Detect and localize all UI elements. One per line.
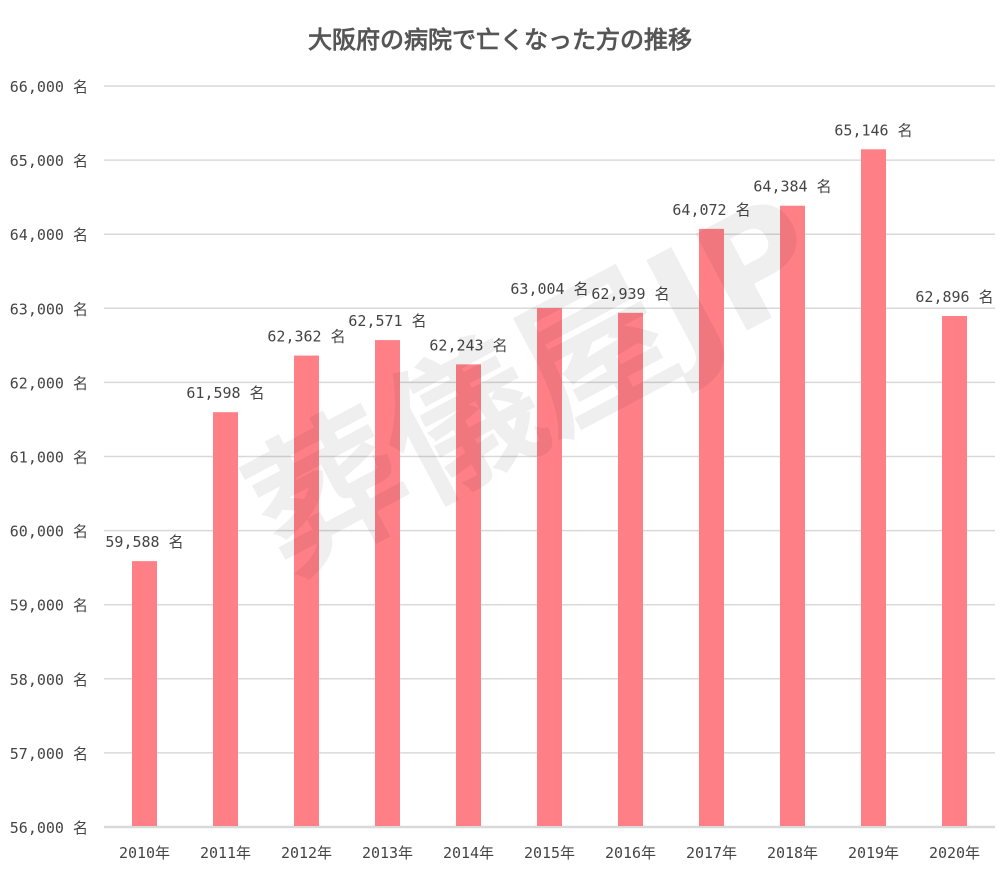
y-tick-label: 62,000 名: [10, 374, 88, 392]
y-tick-label: 61,000 名: [10, 449, 88, 467]
data-label: 62,571 名: [348, 312, 426, 330]
y-tick-label: 57,000 名: [10, 745, 88, 763]
y-tick-label: 66,000 名: [10, 78, 88, 96]
y-tick-label: 60,000 名: [10, 523, 88, 541]
bar: [618, 312, 643, 827]
bar: [213, 412, 238, 826]
data-label: 61,598 名: [186, 384, 264, 402]
data-label: 62,362 名: [267, 328, 345, 346]
y-tick-label: 58,000 名: [10, 671, 88, 689]
x-tick-label: 2019年: [848, 844, 899, 862]
bar: [132, 561, 157, 826]
x-tick-label: 2011年: [200, 844, 251, 862]
data-label: 59,588 名: [105, 533, 183, 551]
data-label: 65,146 名: [834, 121, 912, 139]
x-tick-label: 2015年: [524, 844, 575, 862]
bar: [375, 340, 400, 826]
x-tick-label: 2018年: [767, 844, 818, 862]
y-tick-label: 65,000 名: [10, 152, 88, 170]
bar: [942, 316, 967, 826]
bar: [699, 228, 724, 826]
chart-title: 大阪府の病院で亡くなった方の推移: [308, 26, 692, 54]
data-label: 62,939 名: [591, 285, 669, 303]
x-tick-label: 2017年: [686, 844, 737, 862]
x-tick-label: 2013年: [362, 844, 413, 862]
x-tick-label: 2014年: [443, 844, 494, 862]
x-tick-label: 2010年: [119, 844, 170, 862]
x-tick-label: 2016年: [605, 844, 656, 862]
bar: [780, 205, 805, 826]
x-tick-label: 2020年: [929, 844, 980, 862]
data-label: 64,072 名: [672, 201, 750, 219]
x-tick-label: 2012年: [281, 844, 332, 862]
bar: [861, 149, 886, 827]
data-label: 63,004 名: [510, 280, 588, 298]
y-tick-label: 64,000 名: [10, 226, 88, 244]
y-tick-label: 59,000 名: [10, 597, 88, 615]
bar: [294, 355, 319, 826]
data-label: 62,896 名: [915, 288, 993, 306]
bar: [537, 308, 562, 826]
bar: [456, 364, 481, 826]
data-label: 62,243 名: [429, 336, 507, 354]
y-tick-label: 56,000 名: [10, 819, 88, 837]
data-label: 64,384 名: [753, 178, 831, 196]
y-tick-label: 63,000 名: [10, 300, 88, 318]
